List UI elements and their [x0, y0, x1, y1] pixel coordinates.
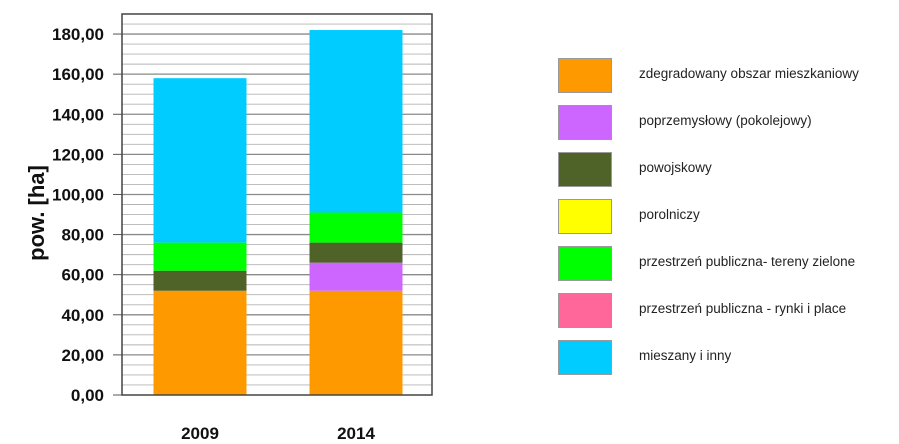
- legend-swatch: [558, 152, 612, 187]
- legend-label: zdegradowany obszar mieszkaniowy: [639, 66, 859, 81]
- bar-segment: [153, 242, 247, 271]
- y-tick-label: 120,00: [52, 145, 104, 164]
- bar-segment: [153, 290, 247, 395]
- y-tick-label: 160,00: [52, 65, 104, 84]
- bar-segment: [309, 30, 403, 213]
- y-tick-label: 60,00: [61, 266, 104, 285]
- stacked-bar-chart: 0,00 20,00 40,00 60,00 80,00 100,00 120,00 140,…: [24, 13, 433, 443]
- bar-segment: [309, 212, 403, 243]
- y-axis-label: pow. [ha]: [24, 165, 49, 261]
- bar-segment: [309, 242, 403, 263]
- bar-segment: [153, 78, 247, 243]
- y-tick-label: 80,00: [61, 226, 104, 245]
- legend-swatch: [558, 293, 612, 328]
- legend-swatch: [558, 340, 612, 375]
- legend-label: powojskowy: [639, 160, 712, 175]
- legend-swatch: [558, 105, 612, 140]
- y-tick-label: 100,00: [52, 185, 104, 204]
- y-tick-label: 180,00: [52, 25, 104, 44]
- legend-swatch: [558, 246, 612, 281]
- y-tick-label: 140,00: [52, 105, 104, 124]
- plot-frame: [121, 13, 433, 396]
- legend-label: przestrzeń publiczna- tereny zielone: [639, 254, 856, 269]
- bar-segment: [309, 290, 403, 395]
- y-tick-label: 40,00: [61, 306, 104, 325]
- x-tick-label: 2009: [181, 424, 219, 443]
- legend-swatch: [558, 199, 612, 234]
- y-tick-label: 20,00: [61, 346, 104, 365]
- legend-label: porolniczy: [639, 207, 700, 222]
- bar-segment: [153, 270, 247, 291]
- bar-segment: [309, 262, 403, 291]
- x-tick-label: 2014: [337, 424, 375, 443]
- y-tick-label: 0,00: [71, 386, 104, 405]
- legend-label: poprzemysłowy (pokolejowy): [639, 113, 812, 128]
- legend-swatch: [558, 58, 612, 93]
- legend-label: mieszany i inny: [639, 348, 732, 363]
- legend-label: przestrzeń publiczna - rynki i place: [639, 301, 847, 316]
